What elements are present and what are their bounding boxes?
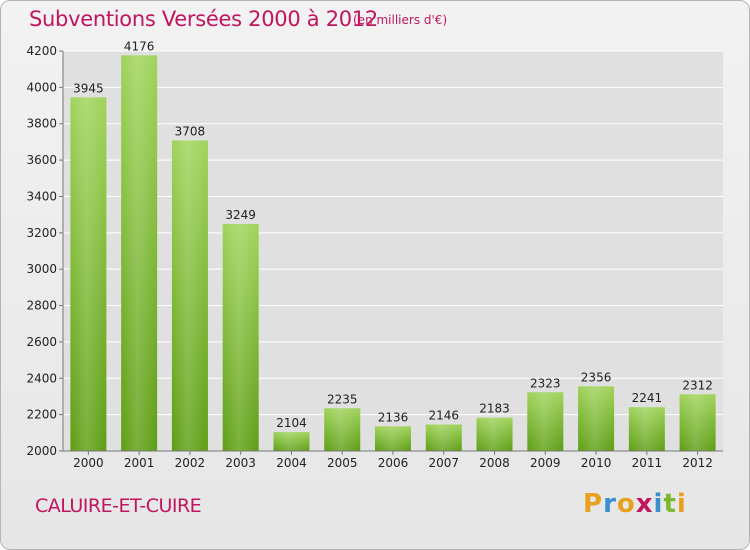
bar-shine-2006 [375,426,411,451]
x-tick-label-2006: 2006 [378,456,409,470]
bar-shine-2008 [476,417,513,451]
data-label-2003: 3249 [225,208,256,222]
x-tick-label-2009: 2009 [530,456,561,470]
y-tick-label: 3400 [26,189,57,203]
data-label-2010: 2356 [581,370,612,384]
x-tick-label-2005: 2005 [327,456,358,470]
data-label-2000: 3945 [73,81,104,95]
x-tick-label-2007: 2007 [428,456,459,470]
logo-letter: r [603,489,617,519]
x-tick-label-2000: 2000 [73,456,104,470]
logo-letter: o [616,489,636,519]
y-tick-label: 3200 [26,226,57,240]
x-tick-label-2002: 2002 [175,456,206,470]
data-label-2006: 2136 [378,410,409,424]
bar-shine-2002 [171,140,208,452]
y-tick-label: 3000 [26,262,57,276]
y-tick-label: 3600 [26,153,57,167]
y-tick-label: 2800 [26,299,57,313]
logo-letter: t [663,489,677,519]
logo-letter: x [635,489,654,519]
logo-letter: P [583,489,604,519]
logo-letter: i [653,489,664,519]
x-tick-label-2001: 2001 [124,456,155,470]
y-tick-label: 4200 [26,44,57,58]
data-label-2001: 4176 [124,39,155,53]
bar-shine-2011 [628,407,665,451]
data-label-2009: 2323 [530,376,561,390]
y-tick-label: 4000 [26,80,57,94]
bar-shine-2007 [425,424,462,451]
commune-name: CALUIRE-ET-CUIRE [35,495,202,517]
data-label-2008: 2183 [479,402,510,416]
y-tick-label: 2000 [26,444,57,458]
data-label-2011: 2241 [632,391,663,405]
bar-shine-2009 [527,392,564,451]
y-tick-label: 2200 [26,408,57,422]
x-tick-label-2003: 2003 [225,456,256,470]
data-label-2005: 2235 [327,392,358,406]
bar-shine-2003 [222,223,259,451]
x-tick-label-2010: 2010 [581,456,612,470]
data-label-2002: 3708 [175,124,206,138]
y-tick-label: 3800 [26,117,57,131]
x-tick-label-2012: 2012 [682,456,713,470]
data-label-2007: 2146 [428,408,459,422]
plot-area [63,51,723,451]
x-tick-label-2004: 2004 [276,456,307,470]
bar-shine-2010 [578,386,615,451]
data-label-2012: 2312 [682,378,713,392]
x-tick-label-2008: 2008 [479,456,510,470]
bar-shine-2004 [273,432,310,451]
y-tick-label: 2400 [26,371,57,385]
y-tick-label: 2600 [26,335,57,349]
data-label-2004: 2104 [276,416,307,430]
x-tick-label-2011: 2011 [632,456,663,470]
chart-title: Subventions Versées 2000 à 2012 [29,7,378,31]
unit-note: (en milliers d'€) [353,13,448,27]
logo-letter: i [676,489,687,519]
bar-shine-2001 [121,55,158,451]
bar-shine-2005 [324,408,361,451]
bar-shine-2012 [679,394,716,451]
bar-shine-2000 [70,97,107,451]
proxiti-logo: Proxiti [583,489,687,519]
